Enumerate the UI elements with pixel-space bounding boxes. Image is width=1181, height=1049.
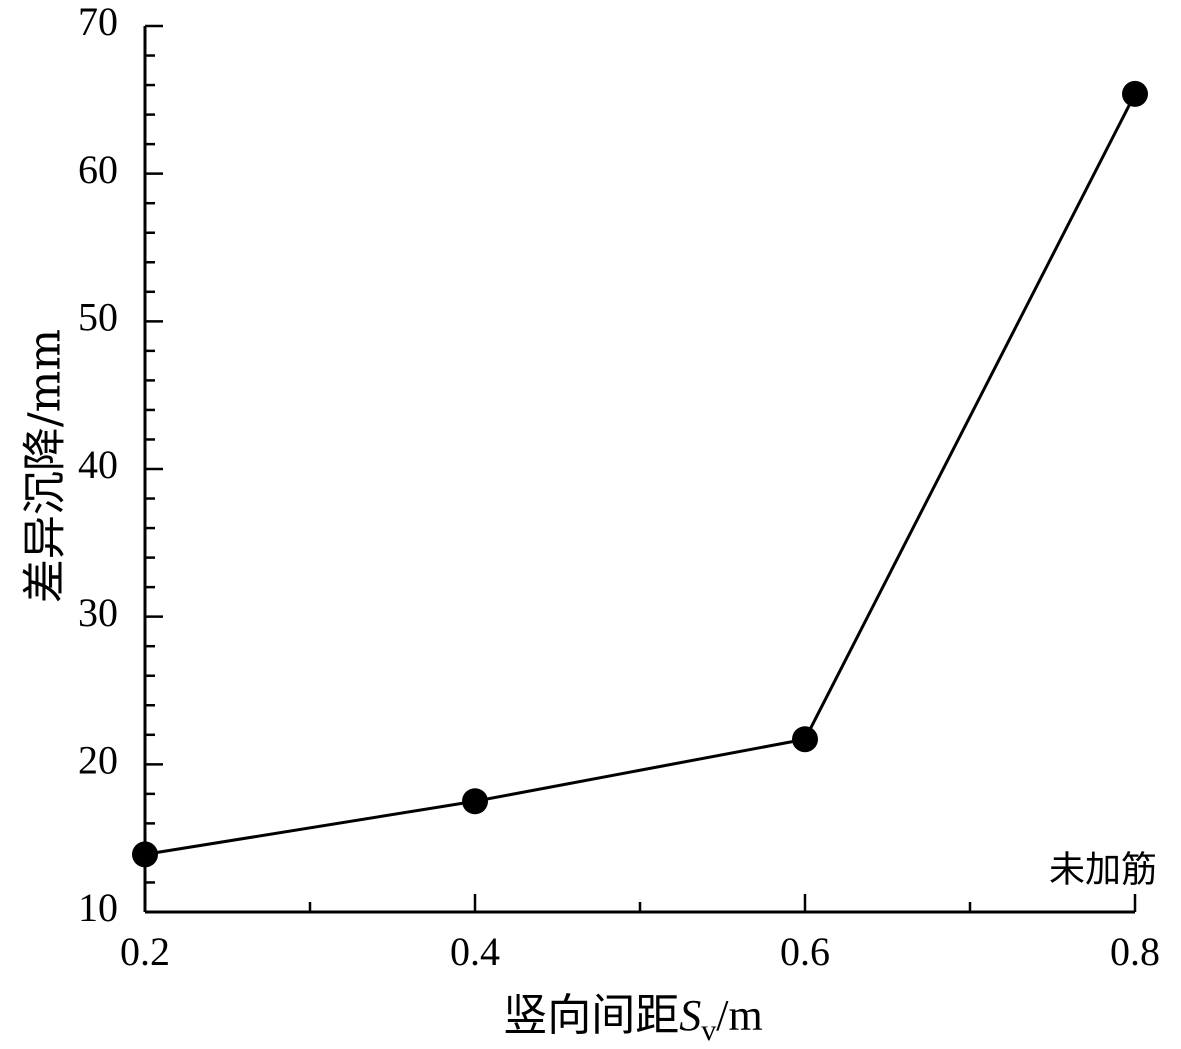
data-point <box>462 788 488 815</box>
y-tick-label: 50 <box>78 295 118 340</box>
y-tick-label: 70 <box>78 0 118 44</box>
x-axis-title-symbol: S <box>679 991 701 1040</box>
y-tick-label: 30 <box>78 590 118 635</box>
data-point <box>792 726 818 753</box>
x-tick-label: 0.2 <box>120 929 170 974</box>
annotation-label: 未加筋 <box>1049 850 1157 891</box>
x-tick-label: 0.8 <box>1110 929 1160 974</box>
x-axis-title: 竖向间距Sv/m <box>503 990 762 1047</box>
x-axis-title-unit: /m <box>716 991 762 1040</box>
tick-labels: 10 20 30 40 50 60 70 0.2 0.4 0.6 0.8 <box>78 0 1160 974</box>
x-axis-title-main: 竖向间距 <box>503 990 679 1041</box>
series-line <box>144 93 1137 856</box>
x-tick-label: 0.4 <box>450 929 500 974</box>
ticks <box>143 24 1137 914</box>
data-point <box>132 841 158 868</box>
x-axis-title-subscript: v <box>701 1014 716 1047</box>
y-tick-label: 40 <box>78 442 118 487</box>
y-axis-title: 差异沉降/mm <box>20 329 71 603</box>
y-tick-label: 60 <box>78 147 118 192</box>
data-point <box>1122 80 1148 107</box>
series <box>132 80 1148 868</box>
axes <box>143 26 1135 914</box>
y-tick-label: 10 <box>78 885 118 930</box>
x-tick-label: 0.6 <box>780 929 830 974</box>
y-tick-label: 20 <box>78 738 118 783</box>
